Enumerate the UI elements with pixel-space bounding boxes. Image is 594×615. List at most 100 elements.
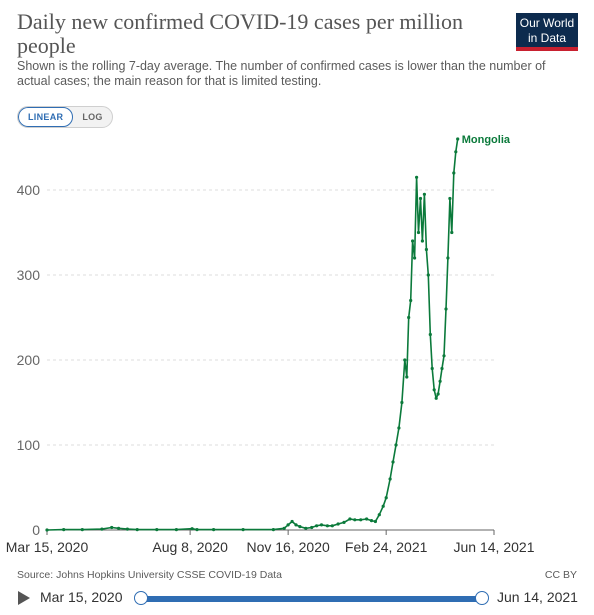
data-point [62,528,66,532]
data-point [373,519,377,524]
data-point [348,517,352,521]
data-point [405,375,409,379]
data-point [456,137,460,141]
data-point [434,396,438,400]
data-point [80,528,84,532]
data-point [212,528,216,532]
data-point [409,298,413,303]
data-point [377,513,381,517]
data-point [432,388,436,392]
timeline-start-handle[interactable] [134,591,148,605]
data-point [195,528,199,532]
data-point [424,247,428,252]
data-point [174,528,178,532]
data-point [155,528,159,532]
data-point [290,519,294,524]
y-tick-label: 300 [17,267,41,283]
data-point [440,366,444,371]
data-point [450,230,454,235]
scale-toggle: LINEAR LOG [17,106,113,128]
data-point [415,175,419,179]
data-point [444,307,448,311]
data-point [426,273,430,277]
data-point [452,171,456,175]
data-point [413,256,417,260]
x-axis-ticks: Mar 15, 2020 Aug 8, 2020 Nov 16, 2020 Feb 2… [6,530,535,555]
data-point [271,528,275,532]
data-point [359,518,363,522]
timeline-start-date: Mar 15, 2020 [40,589,123,605]
data-point [325,524,329,528]
x-tick-label: Mar 15, 2020 [6,539,89,555]
timeline: Mar 15, 2020 Jun 14, 2021 [0,585,594,615]
logo-line-1: Our World [519,16,575,30]
source-note[interactable]: Source: Johns Hopkins University CSSE CO… [17,569,282,581]
data-point [135,528,139,532]
chart-subtitle: Shown is the rolling 7-day average. The … [17,59,546,88]
data-point [330,524,334,528]
x-tick-label: Nov 16, 2020 [246,539,329,555]
chart-title: Daily new confirmed COVID-19 cases per m… [17,9,463,58]
data-point [394,443,398,447]
data-point [381,504,385,508]
grid-lines [47,189,494,531]
data-point [117,526,121,530]
data-point [241,528,245,532]
data-point [100,527,104,531]
data-point [416,230,421,235]
data-point [315,524,319,528]
data-point [420,239,424,243]
data-point [430,366,434,371]
data-point [353,518,357,522]
data-point [304,526,308,530]
timeline-track[interactable] [141,596,482,602]
data-point [418,196,423,201]
log-scale-button[interactable]: LOG [82,112,103,122]
series-layer: Mongolia [45,134,511,532]
data-point [438,379,442,383]
data-point [365,517,369,521]
data-point [454,150,458,154]
timeline-end-handle[interactable] [475,591,489,605]
data-point [319,523,324,527]
data-point [400,400,404,405]
series-line-mongolia [46,138,459,531]
linear-scale-button[interactable]: LINEAR [18,107,74,127]
y-axis-ticks: 0 100 200 300 400 [17,182,41,538]
logo-line-2: in Data [527,31,567,45]
data-point [422,192,426,196]
x-tick-label: Feb 24, 2021 [345,539,428,555]
data-point [286,523,290,527]
data-point [411,239,415,243]
data-point [436,392,440,396]
data-point [442,354,446,358]
data-point [336,522,340,526]
x-tick-label: Aug 8, 2020 [152,539,228,555]
data-point [125,527,129,531]
play-icon[interactable] [18,591,30,605]
data-point [310,525,314,530]
data-point [110,525,114,530]
x-tick-label: Jun 14, 2021 [454,539,535,555]
license-label[interactable]: CC BY [544,569,577,581]
data-point [298,525,302,529]
data-point [45,528,49,532]
data-point [397,426,401,430]
data-point [448,196,452,201]
data-point [384,496,388,500]
timeline-end-date: Jun 14, 2021 [497,589,578,605]
y-tick-label: 0 [32,522,40,538]
data-point [391,460,395,464]
y-tick-label: 100 [17,437,41,453]
y-tick-label: 200 [17,352,41,368]
data-point [428,332,432,337]
owid-logo[interactable]: Our World in Data [516,13,578,51]
data-point [446,256,450,260]
data-point [294,523,298,527]
data-point [190,527,194,531]
y-tick-label: 400 [17,182,41,198]
data-point [282,526,286,530]
data-point [369,519,374,523]
line-chart: 0 100 200 300 400 Mar 15, 2020 Aug 8, 2020 Nov… [6,134,535,555]
series-label-mongolia: Mongolia [462,134,511,146]
